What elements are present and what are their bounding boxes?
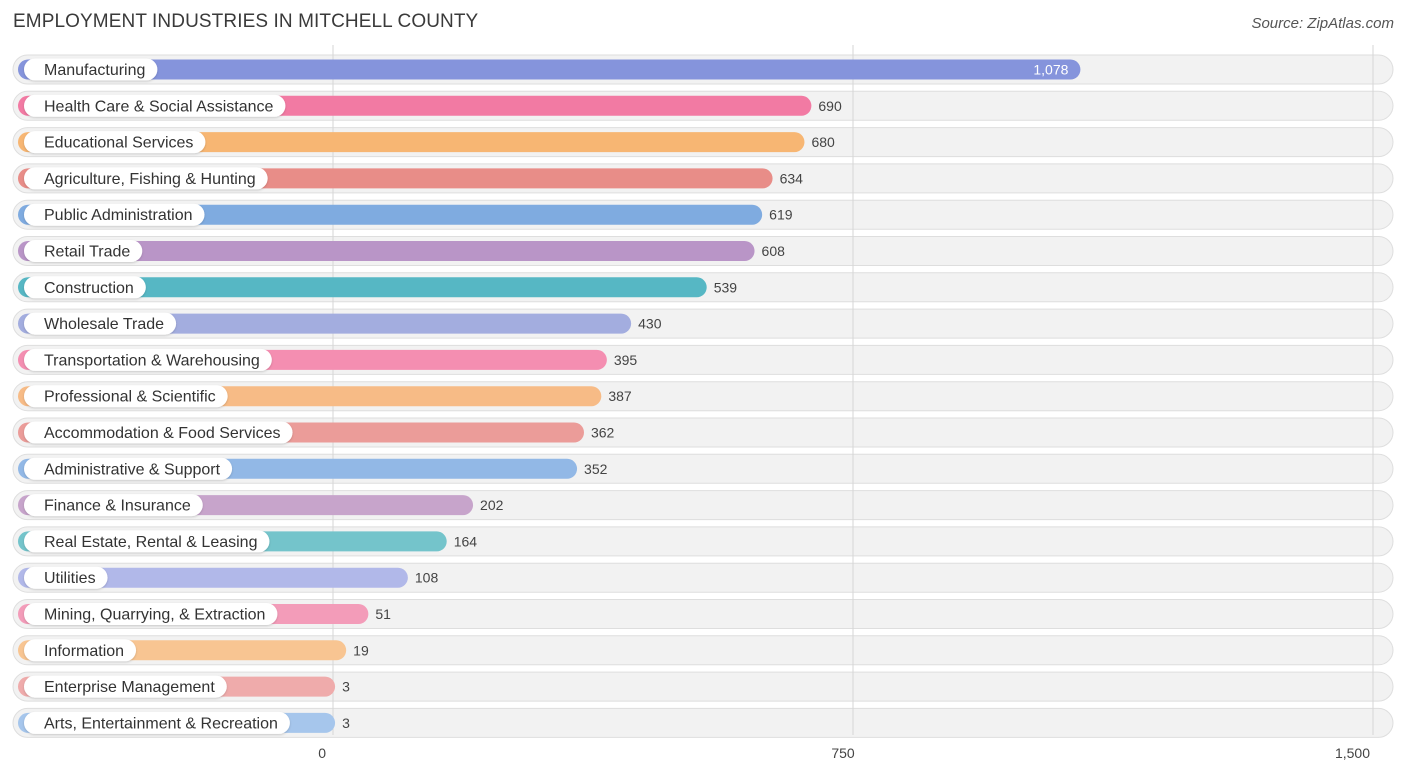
value-label: 619 <box>769 207 793 223</box>
category-label-pill <box>24 711 290 734</box>
category-label: Health Care & Social Assistance <box>44 98 274 115</box>
category-label: Finance & Insurance <box>44 498 191 515</box>
category-label-pill <box>24 348 272 371</box>
category-label-pill <box>24 530 270 553</box>
category-label-pill <box>24 385 228 408</box>
category-label: Retail Trade <box>44 244 130 261</box>
row-track <box>12 635 1394 666</box>
bar[interactable] <box>18 59 1081 80</box>
category-label: Professional & Scientific <box>44 389 216 406</box>
category-label: Accommodation & Food Services <box>44 425 281 442</box>
category-label: Wholesale Trade <box>44 316 164 333</box>
bar[interactable] <box>18 132 805 153</box>
value-label: 1,078 <box>1033 62 1068 78</box>
category-label: Administrative & Support <box>44 461 221 478</box>
category-label-pill <box>24 457 233 480</box>
category-label: Manufacturing <box>44 62 145 79</box>
value-label: 3 <box>342 715 350 731</box>
bar[interactable] <box>18 241 755 261</box>
bar[interactable] <box>18 204 763 225</box>
value-label: 680 <box>811 134 835 150</box>
category-label-pill <box>24 675 227 698</box>
chart-title: EMPLOYMENT INDUSTRIES IN MITCHELL COUNTY <box>13 11 479 32</box>
category-label-pill <box>24 494 203 517</box>
category-label-pill <box>24 566 108 589</box>
category-label-pill <box>24 58 158 81</box>
category-label: Agriculture, Fishing & Hunting <box>44 171 256 188</box>
value-label: 202 <box>480 497 504 513</box>
category-label-pill <box>24 167 268 190</box>
category-label: Utilities <box>44 570 96 587</box>
value-label: 352 <box>584 461 608 477</box>
value-label: 362 <box>591 425 615 441</box>
value-label: 19 <box>353 642 369 658</box>
row-track <box>12 707 1394 738</box>
source-label: Source: ZipAtlas.com <box>1251 15 1394 32</box>
value-label: 387 <box>608 388 632 404</box>
axis-tick-label: 0 <box>318 745 326 761</box>
category-label-pill <box>24 312 177 335</box>
category-label-pill <box>24 639 137 662</box>
category-label: Enterprise Management <box>44 679 215 696</box>
category-label: Transportation & Warehousing <box>44 352 260 369</box>
value-label: 634 <box>780 170 804 186</box>
category-label: Arts, Entertainment & Recreation <box>44 715 278 732</box>
value-label: 690 <box>818 98 842 114</box>
category-label: Construction <box>44 280 134 297</box>
category-label-pill <box>24 276 146 299</box>
category-label-pill <box>24 603 278 625</box>
category-label-pill <box>24 131 206 154</box>
category-label: Mining, Quarrying, & Extraction <box>44 607 265 624</box>
bar[interactable] <box>18 567 408 588</box>
axis-tick-label: 1,500 <box>1335 745 1370 761</box>
row-track <box>12 671 1394 702</box>
category-label: Information <box>44 643 124 660</box>
category-label: Public Administration <box>44 207 193 224</box>
value-label: 608 <box>762 243 786 259</box>
category-label-pill <box>24 203 205 226</box>
value-label: 164 <box>454 533 478 549</box>
category-label-pill <box>24 421 293 444</box>
value-label: 3 <box>342 679 350 695</box>
value-label: 51 <box>375 606 391 622</box>
category-label-pill <box>24 94 286 117</box>
value-label: 430 <box>638 316 662 332</box>
value-label: 539 <box>714 279 738 295</box>
category-label: Educational Services <box>44 135 193 152</box>
value-label: 108 <box>415 570 439 586</box>
axis-tick-label: 750 <box>831 745 855 761</box>
category-label: Real Estate, Rental & Leasing <box>44 534 257 551</box>
bar[interactable] <box>18 277 707 298</box>
category-label-pill <box>24 240 143 262</box>
value-label: 395 <box>614 352 638 368</box>
